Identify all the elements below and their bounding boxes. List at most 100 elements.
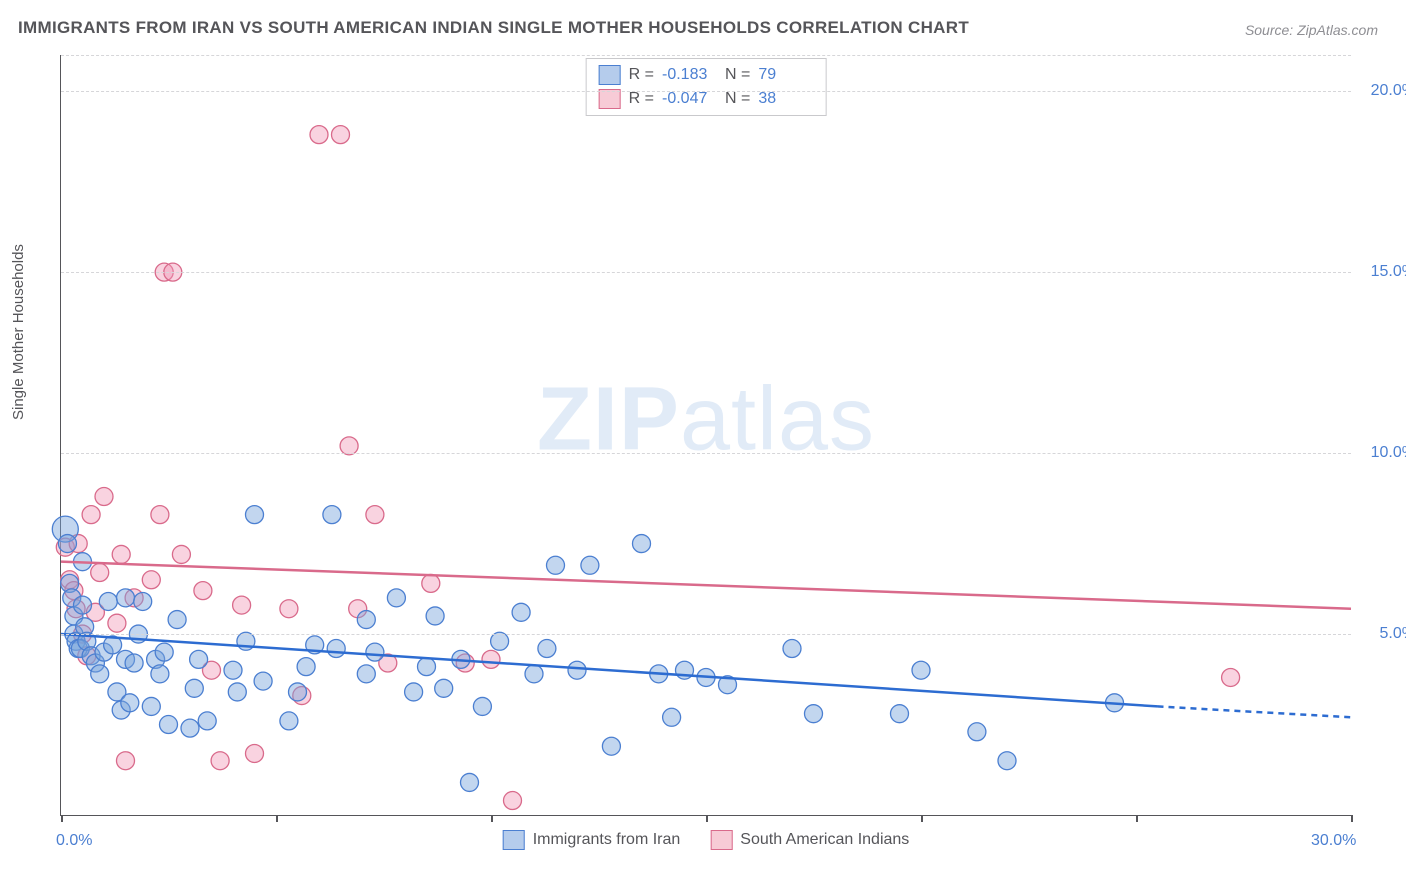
scatter-point bbox=[112, 545, 130, 563]
legend-label: Immigrants from Iran bbox=[533, 831, 681, 849]
scatter-point bbox=[181, 719, 199, 737]
scatter-point bbox=[504, 792, 522, 810]
scatter-point bbox=[82, 506, 100, 524]
scatter-point bbox=[125, 654, 143, 672]
scatter-point bbox=[168, 611, 186, 629]
scatter-point bbox=[155, 643, 173, 661]
scatter-point bbox=[332, 126, 350, 144]
x-axis-max-label: 30.0% bbox=[1311, 832, 1356, 850]
scatter-point bbox=[357, 611, 375, 629]
scatter-point bbox=[254, 672, 272, 690]
scatter-point bbox=[117, 752, 135, 770]
scatter-point bbox=[525, 665, 543, 683]
chart-title: IMMIGRANTS FROM IRAN VS SOUTH AMERICAN I… bbox=[18, 18, 969, 38]
scatter-point bbox=[422, 574, 440, 592]
swatch-pink bbox=[710, 830, 732, 850]
x-tick bbox=[61, 815, 63, 822]
gridline bbox=[61, 634, 1351, 635]
scatter-point bbox=[142, 697, 160, 715]
gridline bbox=[61, 55, 1351, 56]
source-attribution: Source: ZipAtlas.com bbox=[1245, 22, 1378, 38]
scatter-point bbox=[310, 126, 328, 144]
scatter-point bbox=[323, 506, 341, 524]
scatter-point bbox=[190, 650, 208, 668]
gridline bbox=[61, 272, 1351, 273]
scatter-point bbox=[426, 607, 444, 625]
scatter-point bbox=[185, 679, 203, 697]
swatch-blue bbox=[503, 830, 525, 850]
x-tick bbox=[1351, 815, 1353, 822]
scatter-svg bbox=[61, 55, 1351, 815]
scatter-point bbox=[805, 705, 823, 723]
scatter-point bbox=[327, 640, 345, 658]
plot-area: ZIPatlas R = -0.183 N = 79 R = -0.047 N … bbox=[60, 55, 1351, 816]
scatter-point bbox=[387, 589, 405, 607]
scatter-point bbox=[473, 697, 491, 715]
scatter-point bbox=[58, 535, 76, 553]
scatter-point bbox=[198, 712, 216, 730]
scatter-point bbox=[547, 556, 565, 574]
legend-item-blue: Immigrants from Iran bbox=[503, 830, 681, 850]
scatter-point bbox=[912, 661, 930, 679]
scatter-point bbox=[117, 589, 135, 607]
scatter-point bbox=[99, 592, 117, 610]
scatter-point bbox=[151, 665, 169, 683]
scatter-point bbox=[435, 679, 453, 697]
scatter-point bbox=[233, 596, 251, 614]
scatter-point bbox=[297, 658, 315, 676]
y-tick-label: 10.0% bbox=[1371, 444, 1406, 462]
scatter-point bbox=[663, 708, 681, 726]
scatter-point bbox=[602, 737, 620, 755]
scatter-point bbox=[134, 592, 152, 610]
scatter-point bbox=[418, 658, 436, 676]
scatter-point bbox=[891, 705, 909, 723]
scatter-point bbox=[581, 556, 599, 574]
x-tick bbox=[276, 815, 278, 822]
scatter-point bbox=[74, 596, 92, 614]
y-axis-label: Single Mother Households bbox=[10, 244, 27, 420]
y-tick-label: 15.0% bbox=[1371, 263, 1406, 281]
scatter-point bbox=[224, 661, 242, 679]
scatter-point bbox=[538, 640, 556, 658]
scatter-point bbox=[228, 683, 246, 701]
legend-label: South American Indians bbox=[740, 831, 909, 849]
scatter-point bbox=[366, 506, 384, 524]
scatter-point bbox=[568, 661, 586, 679]
scatter-point bbox=[172, 545, 190, 563]
scatter-point bbox=[211, 752, 229, 770]
scatter-point bbox=[95, 488, 113, 506]
gridline bbox=[61, 453, 1351, 454]
scatter-point bbox=[246, 744, 264, 762]
scatter-point bbox=[280, 712, 298, 730]
scatter-point bbox=[142, 571, 160, 589]
scatter-point bbox=[280, 600, 298, 618]
gridline bbox=[61, 91, 1351, 92]
scatter-point bbox=[108, 614, 126, 632]
legend-item-pink: South American Indians bbox=[710, 830, 909, 850]
x-axis-min-label: 0.0% bbox=[56, 832, 92, 850]
scatter-point bbox=[246, 506, 264, 524]
scatter-point bbox=[405, 683, 423, 701]
scatter-point bbox=[151, 506, 169, 524]
scatter-point bbox=[998, 752, 1016, 770]
scatter-point bbox=[121, 694, 139, 712]
y-tick-label: 5.0% bbox=[1380, 625, 1406, 643]
scatter-point bbox=[968, 723, 986, 741]
x-tick bbox=[1136, 815, 1138, 822]
scatter-point bbox=[160, 716, 178, 734]
x-tick bbox=[921, 815, 923, 822]
scatter-point bbox=[289, 683, 307, 701]
series-legend: Immigrants from Iran South American Indi… bbox=[503, 830, 910, 850]
scatter-point bbox=[461, 773, 479, 791]
scatter-point bbox=[482, 650, 500, 668]
scatter-point bbox=[91, 564, 109, 582]
scatter-point bbox=[366, 643, 384, 661]
y-tick-label: 20.0% bbox=[1371, 82, 1406, 100]
trend-line bbox=[61, 562, 1351, 609]
scatter-point bbox=[512, 603, 530, 621]
scatter-point bbox=[1222, 668, 1240, 686]
scatter-point bbox=[194, 582, 212, 600]
x-tick bbox=[491, 815, 493, 822]
scatter-point bbox=[91, 665, 109, 683]
scatter-point bbox=[357, 665, 375, 683]
